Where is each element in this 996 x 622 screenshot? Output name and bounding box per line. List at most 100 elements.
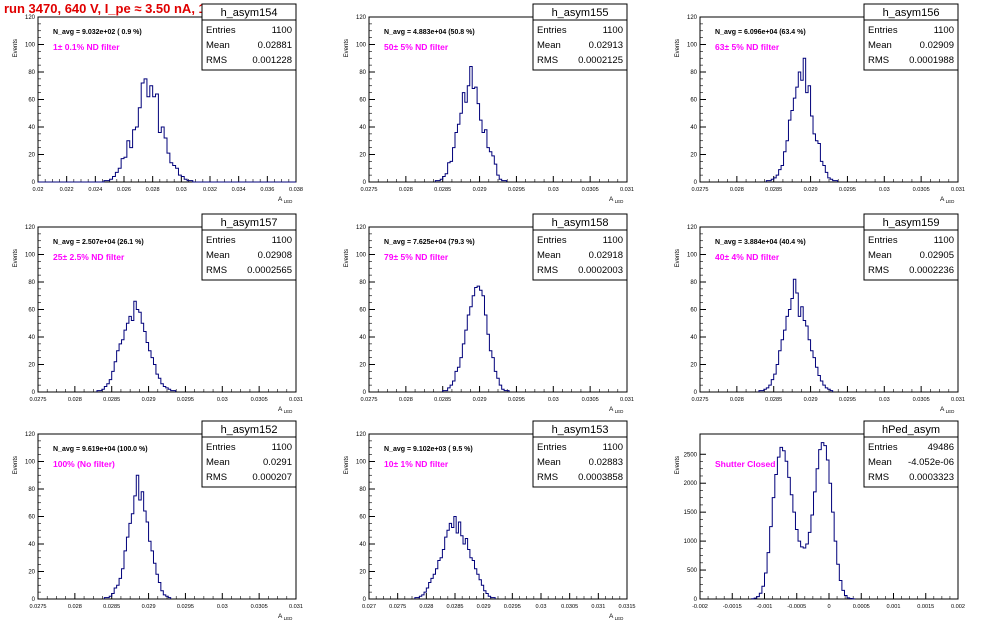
stats-title: h_asym153: [552, 424, 609, 436]
stats-label: Mean: [206, 250, 230, 261]
y-tick-label: 0: [694, 597, 698, 603]
stats-label: Mean: [868, 40, 892, 51]
stats-label: Entries: [537, 25, 567, 36]
stats-label: RMS: [868, 55, 889, 66]
y-tick-label: 80: [359, 70, 366, 76]
x-tick-label: 0.001: [887, 604, 901, 610]
stats-title: h_asym156: [883, 7, 940, 19]
x-axis-title-main: A: [940, 406, 945, 413]
x-axis-title-sub: LED: [613, 616, 624, 621]
y-tick-label: 20: [359, 363, 366, 369]
stats-label: Entries: [537, 442, 567, 453]
stats-label: Entries: [206, 25, 236, 36]
y-tick-label: 80: [28, 487, 35, 493]
x-axis-title-sub: LED: [613, 199, 624, 204]
x-tick-label: 0.0295: [504, 604, 521, 610]
stats-value: 0.0001988: [909, 55, 954, 66]
filter-label: 25± 2.5% ND filter: [53, 252, 125, 262]
stats-value: 0.000207: [252, 472, 292, 483]
stats-value: 1100: [934, 25, 954, 36]
y-tick-label: 120: [687, 15, 698, 21]
histogram-h_asym158: 0 20 40 60 80 100 120 0.0275 0.028 0.0285 0.029 0.0…: [344, 213, 634, 414]
stats-label: Entries: [868, 25, 898, 36]
y-tick-label: 100: [25, 253, 36, 259]
x-tick-label: 0.031: [620, 397, 634, 403]
x-tick-label: 0.028: [419, 604, 433, 610]
x-tick-label: 0.03: [217, 397, 228, 403]
x-tick-label: 0.028: [399, 187, 413, 193]
y-tick-label: 80: [690, 280, 697, 286]
y-axis-title: Events: [675, 249, 681, 267]
y-tick-label: 40: [690, 335, 697, 341]
x-axis-title-sub: LED: [282, 409, 293, 414]
filter-label: 79± 5% ND filter: [384, 252, 449, 262]
stats-box: h_asym154 Entries 1100 Mean 0.02881 RMS 0.0012…: [201, 3, 297, 71]
y-tick-label: 1500: [684, 510, 698, 516]
y-tick-label: 40: [28, 125, 35, 131]
stats-value: 1100: [272, 25, 292, 36]
x-tick-label: 0.03: [879, 397, 890, 403]
y-tick-label: 120: [25, 432, 36, 438]
navg-label: N_avg = 4.883e+04 (50.8 %): [384, 29, 475, 36]
x-tick-label: 0.0305: [561, 604, 578, 610]
y-tick-label: 100: [356, 460, 367, 466]
stats-box-frame: [863, 420, 959, 488]
x-axis-title-sub: LED: [944, 409, 955, 414]
x-axis-title: A LED: [940, 406, 955, 414]
histogram-h_asym159: 0 20 40 60 80 100 120 0.0275 0.028 0.0285 0.029 0.0…: [675, 213, 965, 414]
x-tick-label: 0.03: [536, 604, 547, 610]
histogram-line: [758, 278, 834, 392]
x-axis-title: A LED: [609, 406, 624, 414]
stats-title: h_asym152: [221, 424, 278, 436]
x-axis-title: A LED: [609, 613, 624, 621]
stats-title: h_asym158: [552, 217, 609, 229]
x-tick-label: 0.03: [879, 187, 890, 193]
y-tick-label: 80: [690, 70, 697, 76]
y-tick-label: 0: [32, 180, 36, 186]
x-tick-label: 0.03: [548, 187, 559, 193]
y-tick-label: 40: [28, 335, 35, 341]
y-tick-label: 120: [687, 225, 698, 231]
x-tick-label: 0.03: [548, 397, 559, 403]
y-tick-label: 0: [32, 390, 36, 396]
y-axis-title: Events: [344, 249, 350, 267]
y-tick-label: 40: [359, 125, 366, 131]
y-tick-label: 40: [690, 125, 697, 131]
histogram-line: [751, 442, 856, 600]
y-tick-label: 20: [359, 570, 366, 576]
stats-title: h_asym155: [552, 7, 609, 19]
stats-box: h_asym158 Entries 1100 Mean 0.02918 RMS 0.0002…: [532, 213, 628, 281]
x-tick-label: 0.0275: [691, 397, 708, 403]
x-axis-title-main: A: [278, 406, 283, 413]
y-tick-label: 80: [359, 280, 366, 286]
y-tick-label: 500: [687, 568, 698, 574]
x-tick-label: 0.0275: [389, 604, 406, 610]
x-tick-label: 0.0275: [29, 604, 46, 610]
stats-label: RMS: [537, 472, 558, 483]
stats-value: 0.0003323: [909, 472, 954, 483]
x-tick-label: 0.03: [217, 604, 228, 610]
y-tick-label: 0: [363, 180, 367, 186]
x-axis-title: A LED: [278, 406, 293, 414]
x-tick-label: 0.0015: [917, 604, 934, 610]
y-tick-label: 20: [28, 570, 35, 576]
y-tick-label: 40: [359, 335, 366, 341]
y-tick-label: 20: [359, 153, 366, 159]
x-tick-label: -0.002: [692, 604, 708, 610]
x-tick-label: 0.026: [117, 187, 131, 193]
y-tick-label: 20: [690, 363, 697, 369]
x-tick-label: 0.028: [730, 397, 744, 403]
x-tick-label: 0.0285: [434, 397, 451, 403]
x-tick-label: 0.028: [146, 187, 160, 193]
x-tick-label: 0.031: [620, 187, 634, 193]
x-tick-label: 0.0285: [103, 397, 120, 403]
y-tick-label: 100: [25, 43, 36, 49]
x-tick-label: 0.031: [591, 604, 605, 610]
x-tick-label: 0.0305: [251, 397, 268, 403]
stats-label: RMS: [537, 55, 558, 66]
y-tick-label: 100: [687, 253, 698, 259]
x-axis-title: A LED: [609, 196, 624, 204]
stats-label: Entries: [206, 442, 236, 453]
stats-value: 0.0002003: [578, 265, 623, 276]
